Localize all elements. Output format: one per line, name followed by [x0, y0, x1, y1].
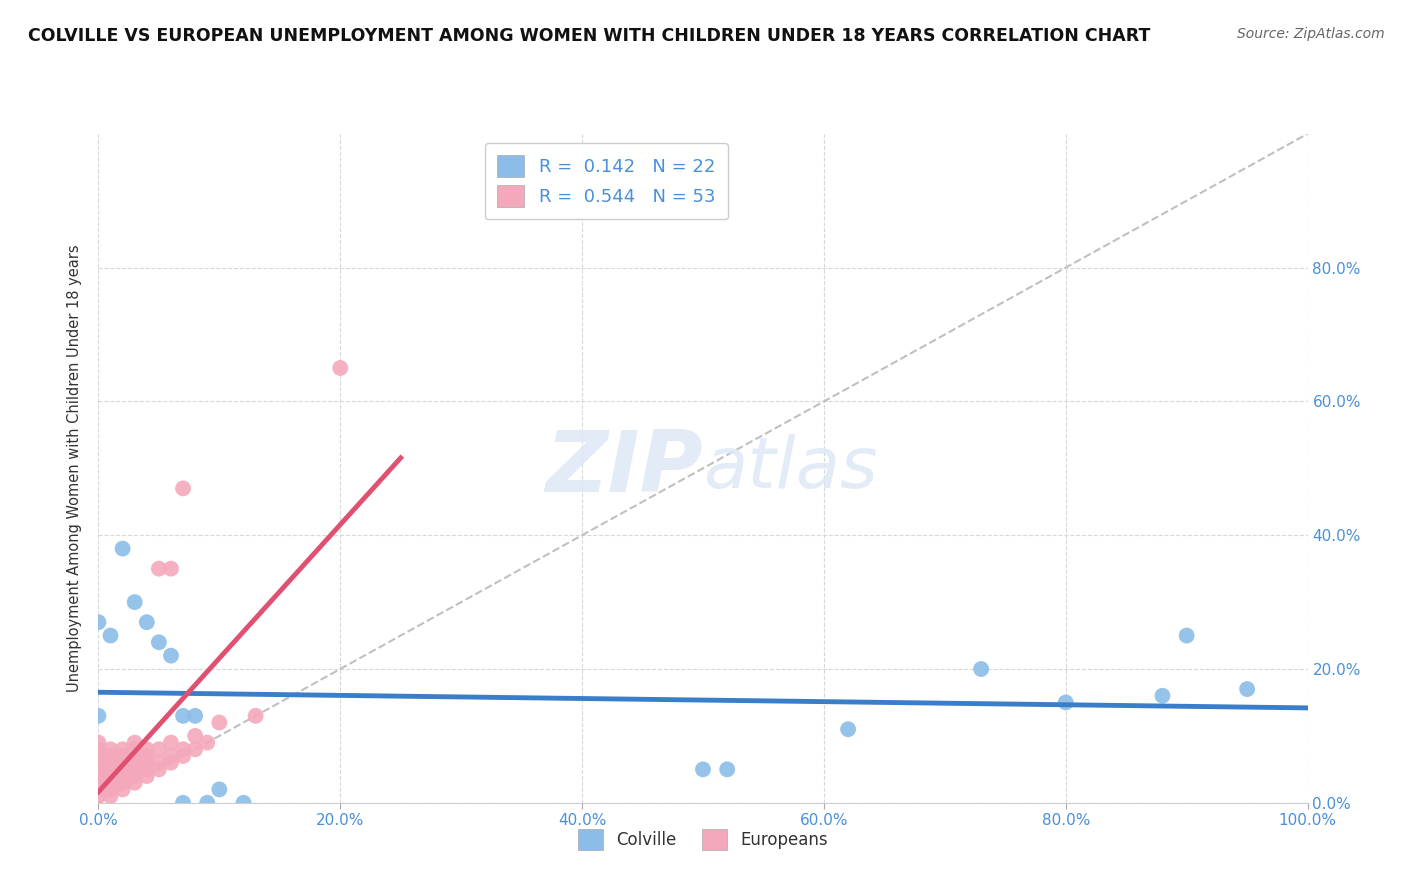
- Point: [172, 796, 194, 810]
- Point: [1054, 696, 1077, 710]
- Y-axis label: Unemployment Among Women with Children Under 18 years: Unemployment Among Women with Children U…: [67, 244, 83, 692]
- Point: [184, 742, 207, 756]
- Point: [160, 648, 183, 663]
- Point: [208, 782, 231, 797]
- Point: [184, 729, 207, 743]
- Point: [245, 708, 267, 723]
- Point: [135, 742, 157, 756]
- Point: [160, 735, 183, 749]
- Point: [111, 742, 134, 756]
- Point: [87, 742, 110, 756]
- Point: [148, 762, 170, 776]
- Point: [100, 769, 122, 783]
- Point: [837, 723, 859, 737]
- Point: [111, 782, 134, 797]
- Point: [195, 796, 218, 810]
- Point: [111, 749, 134, 764]
- Point: [970, 662, 993, 676]
- Legend: Colville, Europeans: Colville, Europeans: [567, 818, 839, 862]
- Point: [172, 482, 194, 496]
- Point: [111, 775, 134, 790]
- Point: [87, 756, 110, 770]
- Point: [87, 789, 110, 803]
- Point: [124, 742, 146, 756]
- Point: [111, 762, 134, 776]
- Text: atlas: atlas: [703, 434, 877, 503]
- Point: [87, 708, 110, 723]
- Point: [100, 789, 122, 803]
- Point: [1175, 628, 1198, 642]
- Text: Source: ZipAtlas.com: Source: ZipAtlas.com: [1237, 27, 1385, 41]
- Point: [148, 756, 170, 770]
- Point: [100, 628, 122, 642]
- Point: [208, 715, 231, 730]
- Point: [172, 708, 194, 723]
- Point: [124, 769, 146, 783]
- Point: [111, 541, 134, 556]
- Point: [1236, 681, 1258, 696]
- Point: [160, 749, 183, 764]
- Point: [124, 735, 146, 749]
- Point: [124, 762, 146, 776]
- Point: [100, 782, 122, 797]
- Point: [172, 742, 194, 756]
- Point: [195, 735, 218, 749]
- Point: [124, 775, 146, 790]
- Text: COLVILLE VS EUROPEAN UNEMPLOYMENT AMONG WOMEN WITH CHILDREN UNDER 18 YEARS CORRE: COLVILLE VS EUROPEAN UNEMPLOYMENT AMONG …: [28, 27, 1150, 45]
- Point: [87, 775, 110, 790]
- Point: [135, 756, 157, 770]
- Point: [148, 742, 170, 756]
- Point: [184, 708, 207, 723]
- Point: [87, 762, 110, 776]
- Point: [692, 762, 714, 776]
- Point: [124, 756, 146, 770]
- Point: [135, 749, 157, 764]
- Point: [148, 635, 170, 649]
- Point: [87, 782, 110, 797]
- Point: [87, 735, 110, 749]
- Text: ZIP: ZIP: [546, 426, 703, 510]
- Point: [100, 749, 122, 764]
- Point: [100, 762, 122, 776]
- Point: [135, 769, 157, 783]
- Point: [172, 749, 194, 764]
- Point: [111, 769, 134, 783]
- Point: [87, 615, 110, 630]
- Point: [232, 796, 254, 810]
- Point: [716, 762, 738, 776]
- Point: [148, 562, 170, 576]
- Point: [111, 756, 134, 770]
- Point: [100, 775, 122, 790]
- Point: [87, 749, 110, 764]
- Point: [135, 762, 157, 776]
- Point: [135, 615, 157, 630]
- Point: [87, 769, 110, 783]
- Point: [124, 595, 146, 609]
- Point: [160, 756, 183, 770]
- Point: [100, 742, 122, 756]
- Point: [329, 361, 352, 376]
- Point: [1152, 689, 1174, 703]
- Point: [124, 749, 146, 764]
- Point: [160, 562, 183, 576]
- Point: [100, 756, 122, 770]
